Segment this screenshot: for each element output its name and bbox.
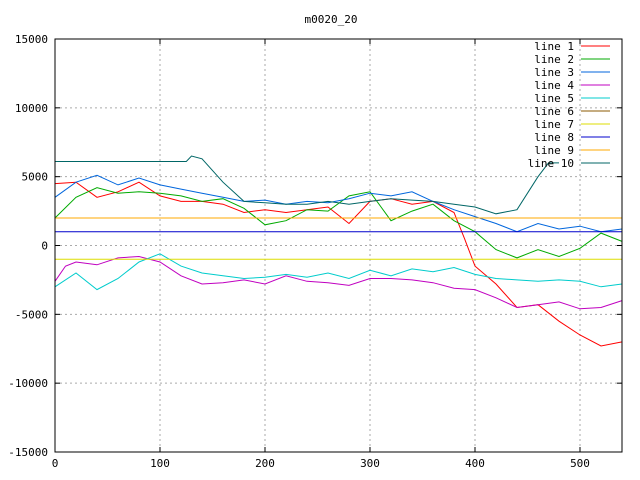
legend-label: line 7 <box>534 118 574 131</box>
y-tick-label: 15000 <box>15 33 48 46</box>
x-tick-label: 300 <box>360 457 380 470</box>
y-tick-label: -10000 <box>8 377 48 390</box>
legend-label: line 9 <box>534 144 574 157</box>
x-tick-label: 500 <box>570 457 590 470</box>
legend-label: line 5 <box>534 92 574 105</box>
x-tick-label: 100 <box>150 457 170 470</box>
legend-label: line 8 <box>534 131 574 144</box>
y-tick-label: 5000 <box>22 171 49 184</box>
y-tick-label: 0 <box>41 240 48 253</box>
axes: 0 100 200 300 400 500 -15000 -10000 -5000 0 5000 10… <box>8 33 622 470</box>
series-line-4 <box>54 255 623 310</box>
series-line-1 <box>54 181 623 347</box>
legend-label: line 3 <box>534 66 574 79</box>
y-tick-label: -15000 <box>8 446 48 459</box>
chart-title: m0020_20 <box>305 13 358 26</box>
x-tick-label: 0 <box>52 457 59 470</box>
y-tick-label: -5000 <box>15 308 48 321</box>
series-line-3 <box>54 174 623 233</box>
legend-label: line 1 <box>534 40 574 53</box>
legend-label: line 2 <box>534 53 574 66</box>
legend-label: line 10 <box>528 157 574 170</box>
series-line-2 <box>54 187 623 259</box>
x-tick-label: 400 <box>465 457 485 470</box>
y-tick-label: 10000 <box>15 102 48 115</box>
series-layer <box>54 155 623 347</box>
series-line-10 <box>55 155 559 215</box>
x-tick-label: 200 <box>255 457 275 470</box>
grid <box>55 39 622 452</box>
legend-label: line 6 <box>534 105 574 118</box>
series-line-5 <box>54 253 623 291</box>
legend-label: line 4 <box>534 79 574 92</box>
